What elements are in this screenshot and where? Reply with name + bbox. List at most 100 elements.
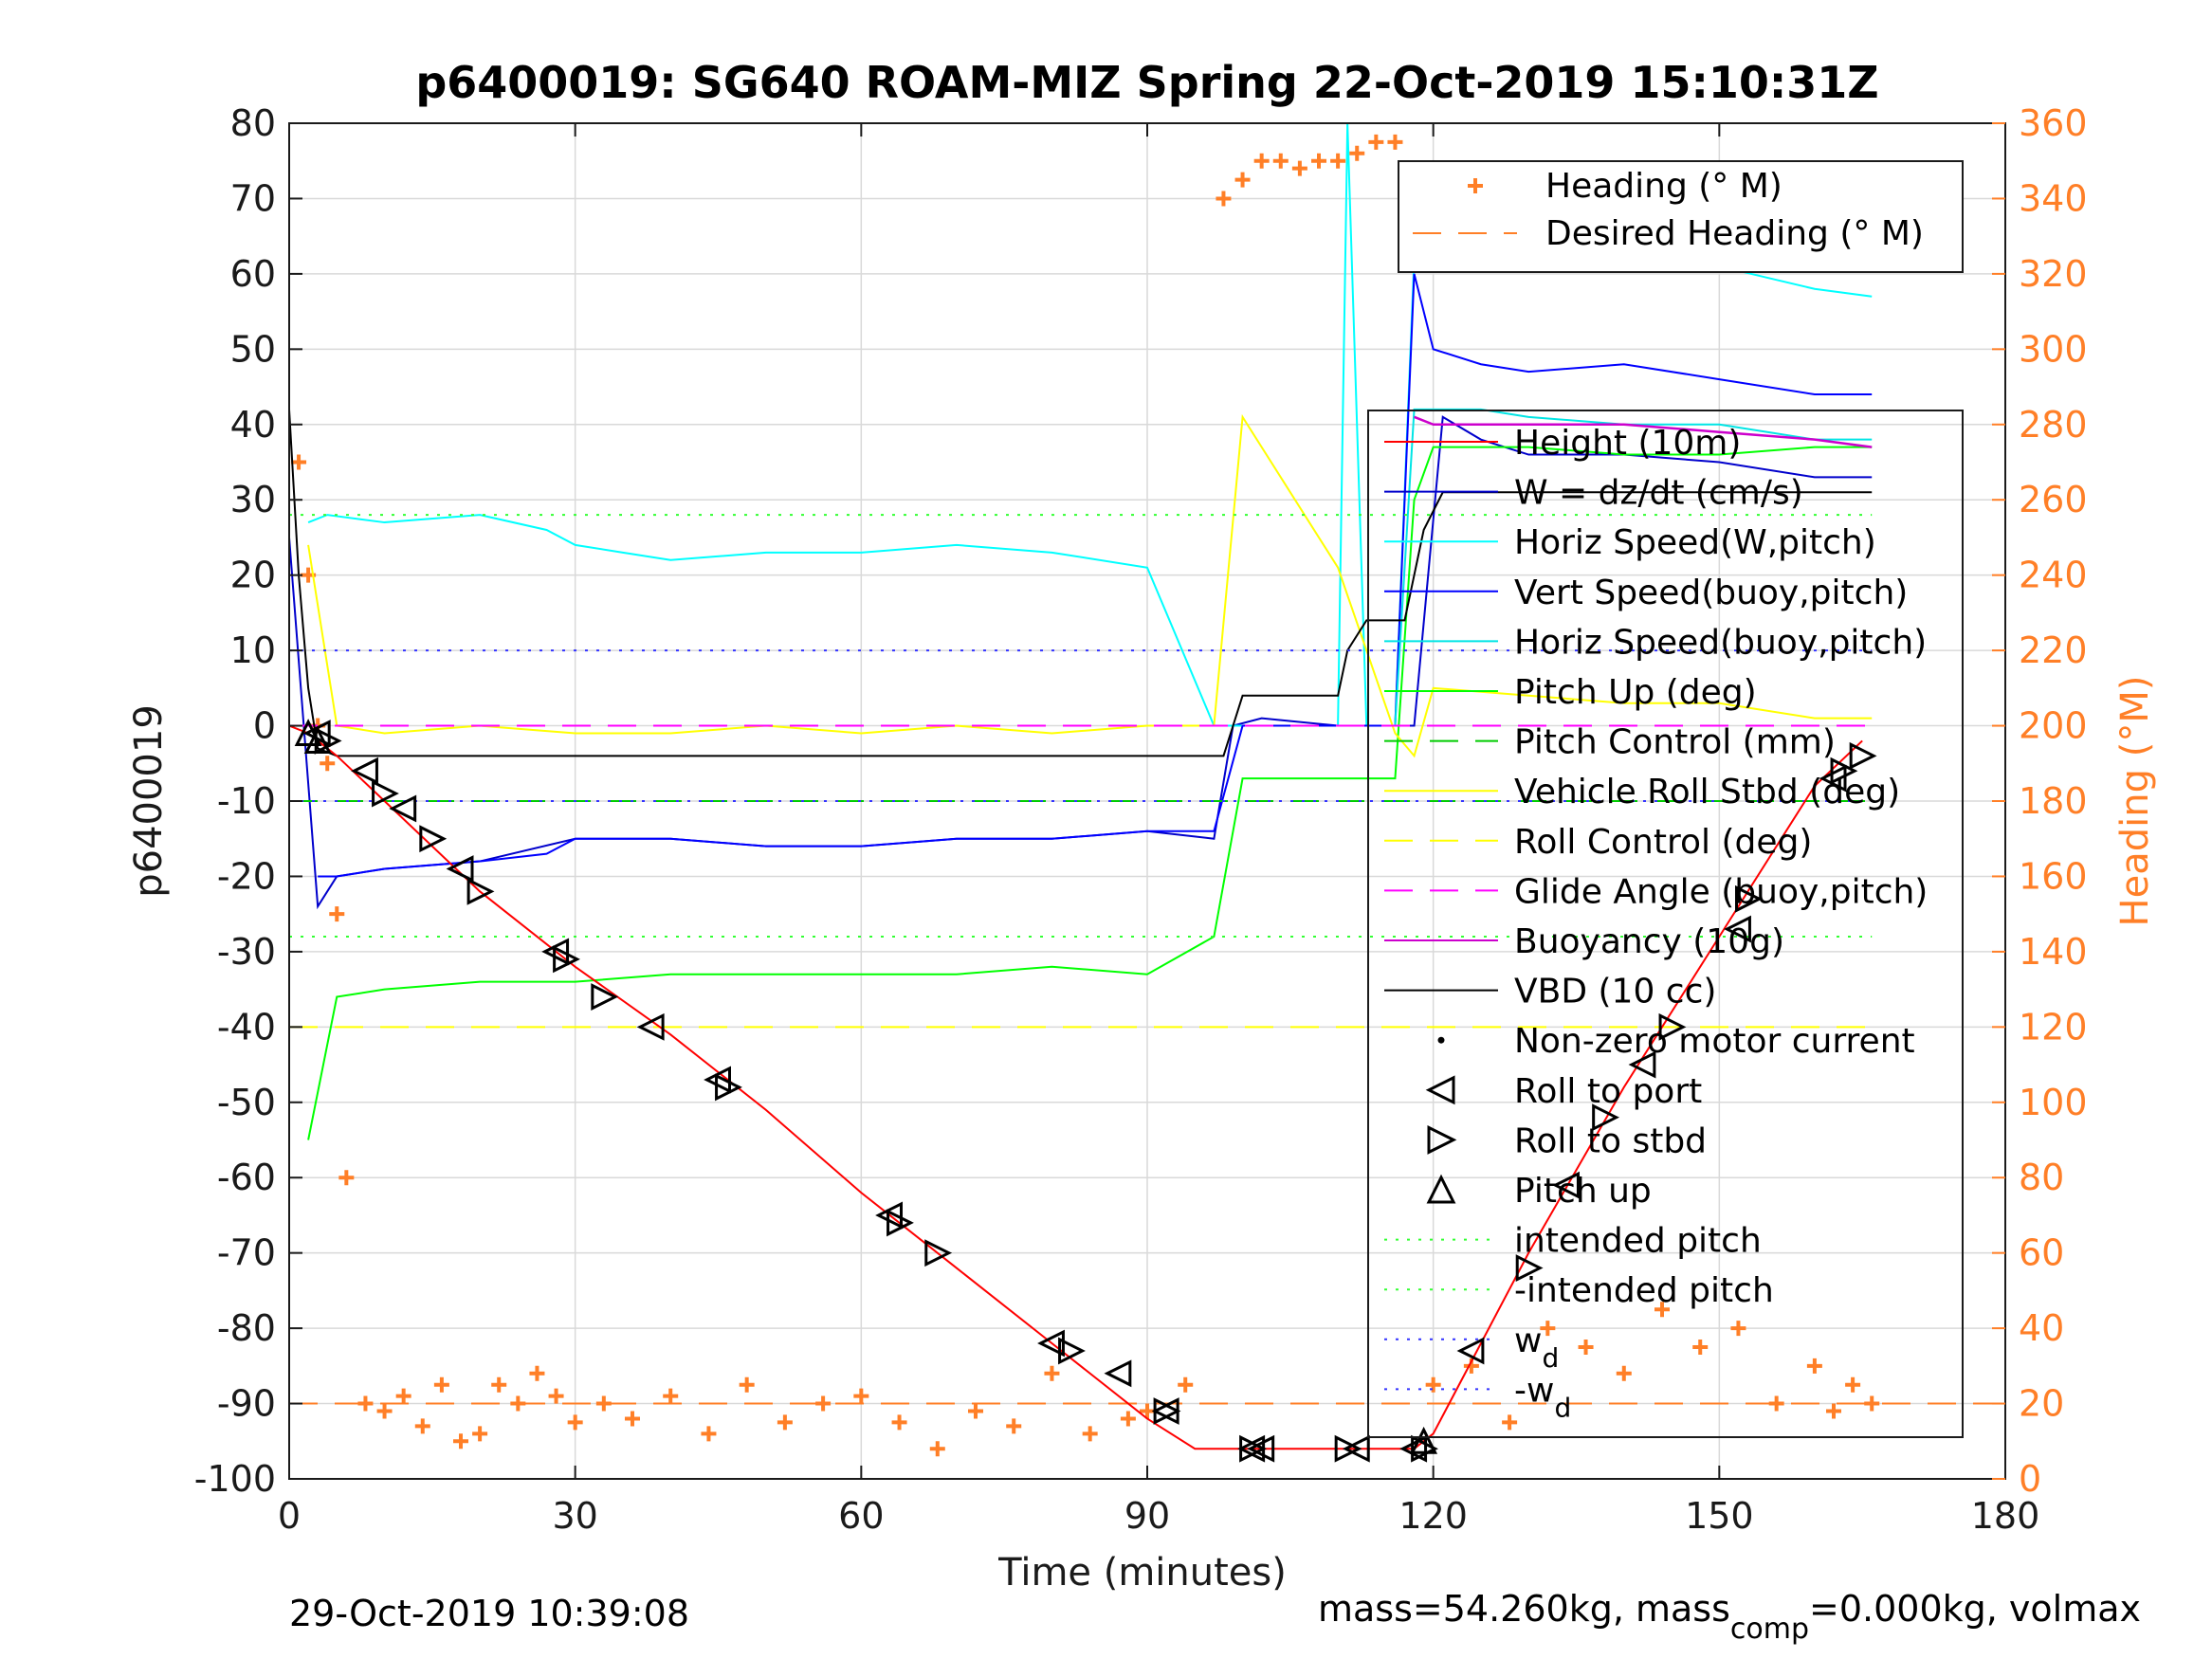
footer-mass: mass=54.260kg, masscomp=0.000kg, volmax	[1318, 1588, 2141, 1646]
y-tick-label: 70	[230, 177, 276, 219]
heading-point	[1006, 1418, 1022, 1434]
legend-label: Pitch up	[1514, 1172, 1652, 1211]
x-tick-label: 0	[278, 1495, 301, 1537]
heading-point	[1826, 1403, 1841, 1419]
heading-point	[1540, 1321, 1556, 1337]
heading-point	[595, 1395, 612, 1412]
legend-label: Pitch Control (mm)	[1514, 723, 1836, 762]
heading-point	[1120, 1411, 1136, 1427]
marker-point	[446, 855, 474, 883]
y-right-tick-label: 80	[2019, 1157, 2064, 1198]
legend-swatch	[1426, 1174, 1456, 1204]
y-tick-label: -10	[217, 780, 276, 822]
x-axis-label: Time (minutes)	[997, 1551, 1287, 1595]
legend-top-box	[1398, 160, 1964, 273]
legend-top: Heading (° M) Desired Heading (° M)	[1398, 160, 1964, 273]
heading-point	[1216, 191, 1232, 207]
heading-point	[1253, 153, 1270, 169]
legend-label: Roll to port	[1514, 1072, 1702, 1111]
marker-point	[636, 1012, 665, 1041]
marker-point	[1104, 1359, 1132, 1388]
marker-point	[1410, 1426, 1438, 1454]
heading-point	[739, 1376, 755, 1393]
y-tick-label: -70	[217, 1232, 276, 1274]
legend-label-subscript: d	[1554, 1392, 1571, 1423]
marker-point	[1830, 757, 1858, 785]
heading-point	[291, 454, 307, 470]
heading-point	[815, 1395, 832, 1412]
y-right-tick-label: 120	[2019, 1006, 2088, 1048]
legend-label: Roll to stbd	[1514, 1121, 1707, 1160]
legend-top-label: Heading (° M)	[1545, 167, 1782, 206]
y-right-tick-label: 280	[2019, 404, 2088, 446]
y-right-axis-label: Heading (°M)	[2113, 676, 2157, 927]
y-tick-label: -30	[217, 931, 276, 973]
footer-mass-sub: comp	[1730, 1613, 1809, 1646]
x-tick-label: 60	[838, 1495, 884, 1537]
marker-point	[1849, 741, 1877, 770]
heading-point	[1578, 1339, 1594, 1355]
legend-label: -wd	[1514, 1371, 1571, 1423]
heading-point	[1330, 153, 1346, 169]
heading-point	[1502, 1414, 1518, 1431]
marker-point	[1456, 1337, 1485, 1365]
y-tick-label: -60	[217, 1157, 276, 1198]
heading-point	[376, 1403, 393, 1419]
heading-point	[567, 1414, 583, 1431]
heading-point	[453, 1433, 468, 1449]
marker-point	[372, 779, 399, 808]
marker-point	[1724, 915, 1751, 943]
y-right-tick-label: 260	[2019, 479, 2088, 520]
heading-point	[968, 1403, 983, 1419]
heading-point	[1425, 1376, 1441, 1393]
y-right-tick-label: 360	[2019, 102, 2088, 144]
y-tick-label: -90	[217, 1383, 276, 1425]
legend-main-box	[1367, 410, 1964, 1438]
marker-point	[541, 938, 570, 966]
y-right-tick-label: 340	[2019, 177, 2088, 219]
legend-label: Glide Angle (buoy,pitch)	[1514, 872, 1928, 911]
heading-point	[1368, 134, 1384, 150]
heading-point	[472, 1426, 488, 1442]
heading-point	[1845, 1376, 1861, 1393]
legend-top-label: Desired Heading (° M)	[1545, 214, 1924, 253]
legend-label: Horiz Speed(buoy,pitch)	[1514, 623, 1927, 662]
y-right-tick-label: 140	[2019, 931, 2088, 973]
x-tick-label: 180	[1971, 1495, 2040, 1537]
series-line	[307, 446, 1873, 1140]
marker-point	[1411, 1434, 1438, 1463]
legend-label: -intended pitch	[1514, 1271, 1774, 1310]
legend-top-swatch	[1468, 178, 1483, 193]
ticks: 0 30 60 90 120 150 18080706050403020100-10-20-…	[194, 102, 2088, 1537]
y-tick-label: -80	[217, 1307, 276, 1349]
footer-mass-suffix: =0.000kg, volmax	[1809, 1588, 2141, 1630]
marker-point	[1058, 1337, 1086, 1365]
heading-point	[491, 1376, 507, 1393]
heading-point	[1291, 160, 1307, 176]
marker-point	[1342, 1434, 1370, 1463]
plot-series	[288, 122, 2005, 1463]
x-tick-label: 150	[1685, 1495, 1754, 1537]
series-line	[288, 724, 1863, 1450]
y-tick-label: 60	[230, 253, 276, 295]
heading-point	[929, 1441, 945, 1457]
marker-point	[1037, 1329, 1065, 1358]
footer-mass-prefix: mass=54.260kg, mass	[1318, 1588, 1730, 1630]
y-right-tick-label: 180	[2019, 780, 2088, 822]
y-right-tick-label: 300	[2019, 328, 2088, 370]
marker-point	[389, 794, 417, 823]
marker-point	[924, 1239, 953, 1267]
heading-point	[414, 1418, 430, 1434]
heading-point	[320, 756, 336, 772]
y-tick-label: 10	[230, 629, 276, 671]
legend-label: wd	[1514, 1322, 1559, 1374]
y-axis-label: p6400019	[127, 704, 171, 898]
y-tick-label: 20	[230, 555, 276, 596]
marker-point	[875, 1201, 903, 1230]
y-tick-label: 0	[253, 705, 276, 747]
marker-point	[1153, 1397, 1181, 1425]
legend-label-subscript: d	[1542, 1342, 1559, 1374]
y-right-tick-label: 320	[2019, 253, 2088, 295]
legend-label: Vehicle Roll Stbd (deg)	[1514, 773, 1900, 811]
